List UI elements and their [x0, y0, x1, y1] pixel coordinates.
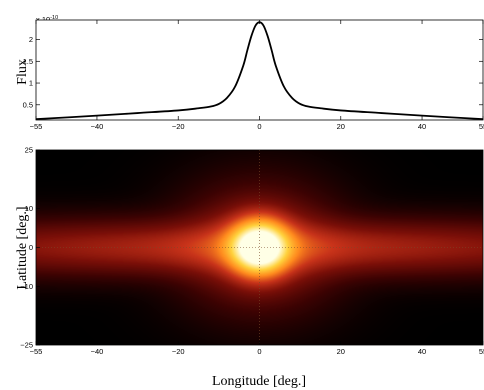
sky-map-panel: −25 −10 0 10 25 −55 −40 −20 0 20 40 55 Longitude [… [15, 146, 484, 390]
top-x-tick-label: 20 [337, 122, 345, 131]
top-y-axis-label: Flux [15, 59, 30, 85]
top-y-tick-label: 0.5 [23, 100, 33, 109]
bottom-x-tick-label: 55 [479, 347, 484, 356]
bottom-y-tick-label: 10 [25, 204, 33, 213]
bottom-y-tick-label: 25 [25, 146, 33, 155]
top-y-tick-label: 1 [29, 79, 33, 88]
bottom-x-ticks: −55 −40 −20 0 20 40 55 [30, 341, 484, 356]
bottom-x-tick-label: 0 [257, 347, 261, 356]
bottom-y-tick-label: −10 [20, 282, 33, 291]
top-x-ticks: −55 −40 −20 0 20 40 55 [30, 20, 484, 131]
x-axis-label: Longitude [deg.] [212, 374, 306, 389]
top-x-tick-label: 55 [479, 122, 484, 131]
bottom-x-tick-label: −40 [91, 347, 104, 356]
top-x-tick-label: −40 [91, 122, 104, 131]
y-multiplier: x 10-10 [36, 15, 58, 24]
top-x-tick-label: −55 [30, 122, 43, 131]
top-x-tick-label: −20 [172, 122, 185, 131]
bottom-x-tick-label: −20 [172, 347, 185, 356]
top-y-tick-label: 2 [29, 35, 33, 44]
bottom-x-tick-label: 40 [418, 347, 426, 356]
flux-series-line [35, 21, 484, 121]
flux-profile-panel: x 10-10 0.5 1 1.5 2 −55 −40 −20 0 20 40 55 Flux [15, 15, 484, 131]
top-y-ticks: 0.5 1 1.5 2 [23, 35, 483, 109]
top-x-tick-label: 40 [418, 122, 426, 131]
top-axes-box [35, 19, 484, 121]
top-y-tick-label: 1.5 [23, 57, 33, 66]
center-crosshair [36, 150, 483, 345]
bottom-x-tick-label: −55 [30, 347, 43, 356]
bottom-y-ticks: −25 −10 0 10 25 [20, 146, 40, 350]
bottom-y-axis-label: Latitude [deg.] [15, 206, 30, 289]
bottom-y-tick-label: −25 [20, 341, 33, 350]
top-x-tick-label: 0 [257, 122, 261, 131]
bottom-x-tick-label: 20 [337, 347, 345, 356]
bottom-y-tick-label: 0 [29, 243, 33, 252]
